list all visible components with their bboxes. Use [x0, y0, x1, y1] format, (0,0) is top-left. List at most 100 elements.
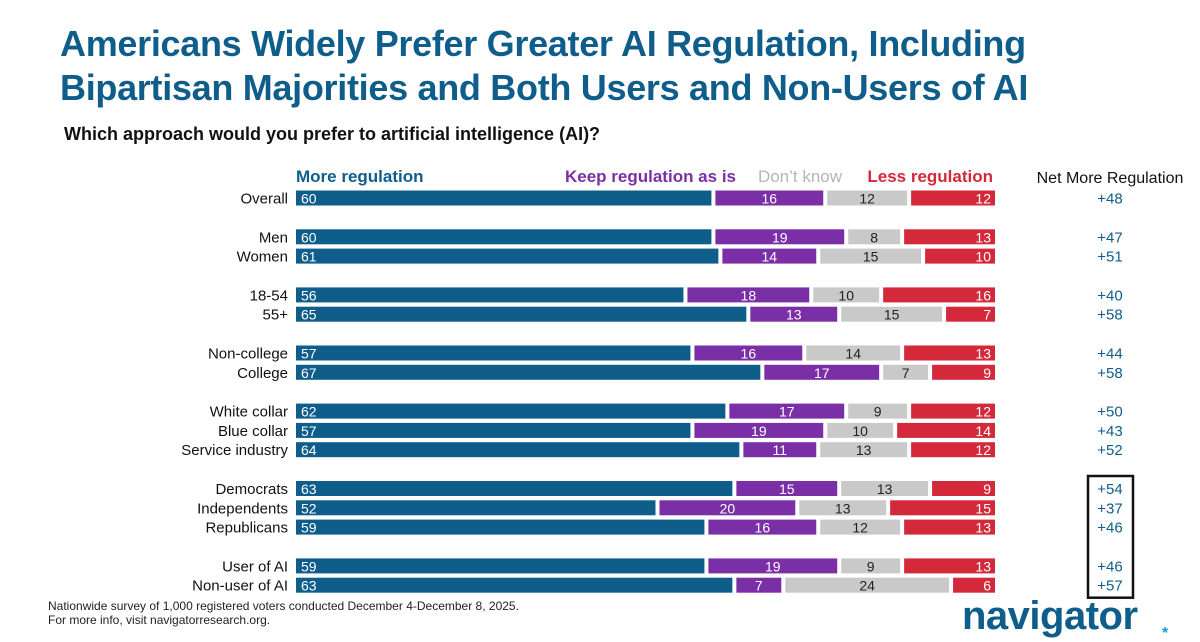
value-more-overall: 60: [301, 191, 317, 207]
bar-more-service-industry: [296, 442, 740, 458]
value-dontknow-service-industry: 13: [856, 442, 872, 458]
row-label-user-of-ai: User of AI: [222, 558, 288, 575]
bar-keep-white-collar: [729, 403, 845, 419]
bar-more-white-collar: [296, 403, 726, 419]
bar-more-women: [296, 248, 719, 264]
legend-keep-regulation: Keep regulation as is: [565, 167, 736, 186]
value-keep-republicans: 16: [755, 520, 771, 536]
value-dontknow-republicans: 12: [852, 520, 868, 536]
bar-dontknow-18-54: [813, 287, 880, 303]
value-less-women: 10: [975, 249, 991, 265]
value-more-non-college: 57: [301, 346, 317, 362]
net-value-blue-collar: +43: [1097, 423, 1122, 440]
footnote-more-info: For more info, visit navigatorresearch.o…: [48, 613, 271, 627]
bar-dontknow-blue-collar: [827, 422, 894, 438]
value-less-men: 13: [975, 229, 991, 245]
bar-keep-non-user-of-ai: [736, 577, 782, 593]
bar-keep-democrats: [736, 481, 838, 496]
bar-dontknow-user-of-ai: [841, 558, 901, 574]
bar-more-college: [296, 364, 761, 380]
value-more-women: 61: [301, 249, 317, 265]
bar-keep-women: [722, 248, 817, 264]
bar-dontknow-independents: [799, 500, 887, 516]
bar-less-blue-collar: [897, 422, 995, 438]
net-value-55: +58: [1097, 307, 1122, 324]
net-value-18-54: +40: [1097, 287, 1122, 304]
value-dontknow-non-user-of-ai: 24: [859, 578, 875, 594]
value-more-non-user-of-ai: 63: [301, 578, 317, 594]
value-less-18-54: 16: [975, 287, 991, 303]
bar-keep-college: [764, 364, 880, 380]
value-keep-college: 17: [814, 365, 830, 381]
bar-keep-men: [715, 229, 845, 245]
bar-more-user-of-ai: [296, 558, 705, 574]
value-dontknow-non-college: 14: [845, 346, 861, 362]
net-value-user-of-ai: +46: [1097, 558, 1122, 575]
footnote-survey: Nationwide survey of 1,000 registered vo…: [48, 599, 519, 613]
bar-more-non-college: [296, 345, 691, 361]
bar-less-republicans: [904, 519, 995, 535]
bar-keep-overall: [715, 190, 824, 206]
net-value-republicans: +46: [1097, 520, 1122, 537]
bar-less-non-college: [904, 345, 995, 361]
bar-less-women: [925, 248, 995, 264]
net-value-women: +51: [1097, 249, 1122, 266]
value-less-service-industry: 12: [975, 442, 991, 458]
bar-less-men: [904, 229, 995, 245]
bar-keep-service-industry: [743, 442, 817, 458]
bar-less-service-industry: [911, 442, 995, 458]
bar-more-democrats: [296, 481, 733, 496]
legend-less-regulation: Less regulation: [867, 167, 993, 186]
legend-more-regulation: More regulation: [296, 167, 424, 186]
bar-more-independents: [296, 500, 656, 516]
value-less-blue-collar: 14: [975, 423, 991, 439]
row-label-college: College: [237, 365, 288, 382]
row-label-independents: Independents: [197, 500, 288, 517]
bar-less-democrats: [932, 481, 995, 496]
value-keep-overall: 16: [762, 191, 778, 207]
net-value-overall: +48: [1097, 191, 1122, 208]
value-keep-non-college: 16: [741, 346, 757, 362]
bar-less-college: [932, 364, 995, 380]
value-less-college: 9: [983, 365, 991, 381]
value-keep-service-industry: 11: [773, 442, 788, 458]
value-keep-blue-collar: 19: [751, 423, 767, 439]
bar-dontknow-service-industry: [820, 442, 908, 458]
bar-more-18-54: [296, 287, 684, 303]
value-more-18-54: 56: [301, 287, 317, 303]
value-more-college: 67: [301, 365, 317, 381]
value-more-service-industry: 64: [301, 442, 317, 458]
value-keep-55: 13: [786, 307, 802, 323]
bar-dontknow-men: [848, 229, 901, 245]
bar-less-white-collar: [911, 403, 995, 419]
value-more-democrats: 63: [301, 481, 317, 497]
bar-less-overall: [911, 190, 995, 206]
value-dontknow-18-54: 10: [838, 287, 854, 303]
row-label-non-user-of-ai: Non-user of AI: [192, 578, 288, 595]
bar-more-non-user-of-ai: [296, 577, 733, 593]
value-more-user-of-ai: 59: [301, 558, 317, 574]
bar-dontknow-republicans: [820, 519, 901, 535]
net-value-independents: +37: [1097, 500, 1122, 517]
bar-keep-republicans: [708, 519, 817, 535]
bar-dontknow-democrats: [841, 481, 929, 496]
chart-question: Which approach would you prefer to artif…: [64, 124, 601, 144]
bar-more-men: [296, 229, 712, 245]
value-dontknow-men: 8: [870, 229, 878, 245]
bar-dontknow-college: [883, 364, 929, 380]
value-less-independents: 15: [975, 500, 991, 516]
logo-star-icon: *: [1162, 625, 1169, 642]
bar-more-overall: [296, 190, 712, 206]
bar-less-55: [946, 306, 995, 322]
value-dontknow-women: 15: [863, 249, 879, 265]
value-more-blue-collar: 57: [301, 423, 317, 439]
bar-more-blue-collar: [296, 422, 691, 438]
value-less-user-of-ai: 13: [975, 558, 991, 574]
value-keep-18-54: 18: [741, 287, 757, 303]
value-keep-democrats: 15: [779, 481, 795, 497]
value-dontknow-blue-collar: 10: [852, 423, 868, 439]
row-label-women: Women: [237, 249, 288, 266]
bar-less-non-user-of-ai: [953, 577, 995, 593]
net-value-men: +47: [1097, 229, 1122, 246]
value-less-white-collar: 12: [975, 404, 991, 420]
